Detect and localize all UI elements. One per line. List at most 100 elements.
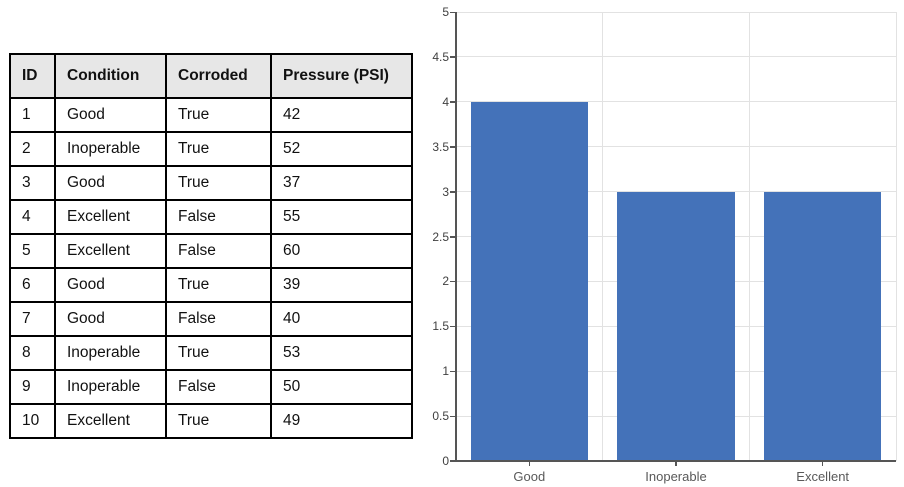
y-axis-tick — [450, 325, 456, 328]
table-body: 1 Good True 42 2 Inoperable True 52 3 Good True 37 4… — [9, 97, 413, 439]
y-axis-tick — [450, 415, 456, 418]
x-axis-label-excellent: Excellent — [796, 469, 850, 484]
cell-id: 10 — [9, 403, 56, 439]
table-row: 5 Excellent False 60 — [9, 233, 413, 269]
cell-pressure-psi: 50 — [270, 369, 413, 405]
cell-condition: Good — [54, 267, 167, 303]
cell-condition: Good — [54, 165, 167, 201]
cell-corroded: True — [165, 267, 272, 303]
y-axis-label-1-5: 1.5 — [432, 319, 449, 334]
cell-corroded: True — [165, 131, 272, 167]
cell-id: 7 — [9, 301, 56, 337]
y-axis-tick — [450, 11, 456, 13]
x-axis-line — [450, 460, 896, 462]
x-axis-label-good: Good — [513, 469, 546, 484]
gridline-horizontal — [456, 101, 896, 103]
y-axis-label-2-5: 2.5 — [432, 229, 449, 244]
y-axis-label-5: 5 — [442, 5, 449, 19]
bar-excellent — [764, 191, 882, 461]
bar-inoperable — [617, 191, 735, 461]
cell-corroded: False — [165, 199, 272, 235]
y-axis-label-3: 3 — [442, 184, 449, 199]
cell-id: 2 — [9, 131, 56, 167]
cell-id: 4 — [9, 199, 56, 235]
column-header-pressure-psi: Pressure (PSI) — [270, 53, 413, 99]
table-row: 4 Excellent False 55 — [9, 199, 413, 235]
y-axis-line — [455, 12, 457, 461]
gridline-horizontal — [456, 56, 896, 58]
x-axis-tick — [675, 461, 677, 466]
y-axis-label-3-5: 3.5 — [432, 139, 449, 154]
pipe-data-table: ID Condition Corroded Pressure (PSI) 1 Good T… — [9, 53, 413, 439]
cell-pressure-psi: 55 — [270, 199, 413, 235]
cell-corroded: False — [165, 301, 272, 337]
y-axis-label-4: 4 — [442, 94, 449, 109]
cell-corroded: False — [165, 233, 272, 269]
cell-condition: Excellent — [54, 403, 167, 439]
cell-condition: Inoperable — [54, 131, 167, 167]
y-axis-tick — [450, 236, 456, 238]
y-axis-label-4-5: 4.5 — [432, 49, 449, 64]
gridline-horizontal — [456, 146, 896, 148]
cell-condition: Excellent — [54, 199, 167, 235]
gridline-horizontal — [456, 11, 896, 13]
table-row: 9 Inoperable False 50 — [9, 369, 413, 405]
cell-corroded: True — [165, 335, 272, 371]
cell-id: 8 — [9, 335, 56, 371]
cell-pressure-psi: 37 — [270, 165, 413, 201]
cell-condition: Inoperable — [54, 369, 167, 405]
table-row: 2 Inoperable True 52 — [9, 131, 413, 167]
bar-chart: 0 0.5 1 1.5 2 2.5 3 3.5 4 4.5 5 Good Inoperable Excel… — [418, 0, 904, 487]
cell-id: 1 — [9, 97, 56, 133]
cell-corroded: True — [165, 97, 272, 133]
cell-pressure-psi: 40 — [270, 301, 413, 337]
y-axis-label-2: 2 — [442, 274, 449, 289]
cell-condition: Excellent — [54, 233, 167, 269]
column-header-id: ID — [9, 53, 56, 99]
cell-corroded: False — [165, 369, 272, 405]
gridline-vertical — [895, 12, 897, 461]
table-row: 7 Good False 40 — [9, 301, 413, 337]
cell-condition: Good — [54, 97, 167, 133]
y-axis-tick — [450, 101, 456, 103]
y-axis-label-0: 0 — [442, 454, 449, 468]
bar-good — [470, 101, 588, 461]
y-axis-tick — [450, 191, 456, 193]
y-axis-label-1: 1 — [442, 364, 449, 379]
cell-pressure-psi: 53 — [270, 335, 413, 371]
header-row: ID Condition Corroded Pressure (PSI) — [9, 53, 413, 99]
gridline-vertical — [602, 12, 604, 461]
cell-id: 5 — [9, 233, 56, 269]
cell-pressure-psi: 39 — [270, 267, 413, 303]
table-row: 8 Inoperable True 53 — [9, 335, 413, 371]
table-row: 6 Good True 39 — [9, 267, 413, 303]
y-axis-tick — [450, 146, 456, 148]
y-axis-label-0-5: 0.5 — [432, 409, 449, 424]
y-axis-tick — [450, 370, 456, 373]
table-row: 10 Excellent True 49 — [9, 403, 413, 439]
y-axis-tick — [450, 56, 456, 58]
x-axis-tick — [528, 461, 531, 466]
table-row: 1 Good True 42 — [9, 97, 413, 133]
cell-id: 9 — [9, 369, 56, 405]
column-header-corroded: Corroded — [165, 53, 272, 99]
cell-pressure-psi: 42 — [270, 97, 413, 133]
column-header-condition: Condition — [54, 53, 167, 99]
cell-id: 3 — [9, 165, 56, 201]
cell-condition: Good — [54, 301, 167, 337]
y-axis-tick — [450, 280, 456, 283]
cell-condition: Inoperable — [54, 335, 167, 371]
table-row: 3 Good True 37 — [9, 165, 413, 201]
pipe-data-table-wrap: ID Condition Corroded Pressure (PSI) 1 Good T… — [9, 53, 413, 439]
cell-corroded: True — [165, 403, 272, 439]
cell-pressure-psi: 60 — [270, 233, 413, 269]
cell-corroded: True — [165, 165, 272, 201]
x-axis-tick — [821, 461, 824, 466]
gridline-vertical — [748, 12, 750, 461]
table-header: ID Condition Corroded Pressure (PSI) — [9, 53, 413, 99]
cell-pressure-psi: 52 — [270, 131, 413, 167]
cell-pressure-psi: 49 — [270, 403, 413, 439]
cell-id: 6 — [9, 267, 56, 303]
x-axis-label-inoperable: Inoperable — [645, 469, 707, 484]
